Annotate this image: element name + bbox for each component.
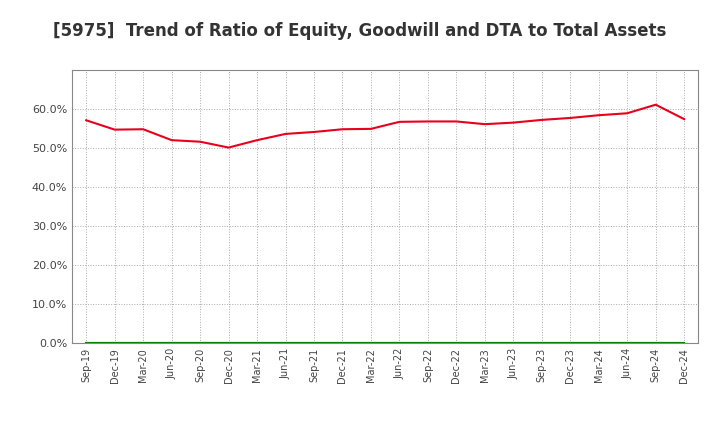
Equity [253, 138, 261, 143]
Goodwill [566, 341, 575, 346]
Deferred Tax Assets [680, 341, 688, 346]
Goodwill [139, 341, 148, 346]
Deferred Tax Assets [82, 341, 91, 346]
Goodwill [196, 341, 204, 346]
Equity [623, 110, 631, 116]
Equity [225, 145, 233, 150]
Goodwill [680, 341, 688, 346]
Deferred Tax Assets [537, 341, 546, 346]
Goodwill [452, 341, 461, 346]
Deferred Tax Assets [282, 341, 290, 346]
Deferred Tax Assets [566, 341, 575, 346]
Equity [537, 117, 546, 122]
Deferred Tax Assets [310, 341, 318, 346]
Equity [282, 131, 290, 136]
Deferred Tax Assets [480, 341, 489, 346]
Deferred Tax Assets [225, 341, 233, 346]
Equity [595, 113, 603, 118]
Deferred Tax Assets [338, 341, 347, 346]
Equity [310, 129, 318, 135]
Equity [338, 127, 347, 132]
Goodwill [652, 341, 660, 346]
Goodwill [395, 341, 404, 346]
Equity [82, 117, 91, 123]
Goodwill [623, 341, 631, 346]
Goodwill [82, 341, 91, 346]
Equity [423, 119, 432, 124]
Goodwill [253, 341, 261, 346]
Goodwill [338, 341, 347, 346]
Deferred Tax Assets [366, 341, 375, 346]
Deferred Tax Assets [253, 341, 261, 346]
Equity [509, 120, 518, 125]
Deferred Tax Assets [196, 341, 204, 346]
Goodwill [595, 341, 603, 346]
Equity [167, 138, 176, 143]
Equity [366, 126, 375, 132]
Text: [5975]  Trend of Ratio of Equity, Goodwill and DTA to Total Assets: [5975] Trend of Ratio of Equity, Goodwil… [53, 22, 667, 40]
Deferred Tax Assets [395, 341, 404, 346]
Goodwill [282, 341, 290, 346]
Goodwill [423, 341, 432, 346]
Deferred Tax Assets [509, 341, 518, 346]
Equity [480, 121, 489, 127]
Equity [196, 139, 204, 144]
Deferred Tax Assets [167, 341, 176, 346]
Deferred Tax Assets [623, 341, 631, 346]
Deferred Tax Assets [595, 341, 603, 346]
Line: Equity: Equity [86, 105, 684, 147]
Goodwill [310, 341, 318, 346]
Goodwill [509, 341, 518, 346]
Equity [652, 102, 660, 107]
Equity [110, 127, 119, 132]
Deferred Tax Assets [110, 341, 119, 346]
Deferred Tax Assets [139, 341, 148, 346]
Equity [395, 119, 404, 125]
Equity [139, 127, 148, 132]
Goodwill [366, 341, 375, 346]
Goodwill [110, 341, 119, 346]
Equity [452, 119, 461, 124]
Deferred Tax Assets [452, 341, 461, 346]
Deferred Tax Assets [652, 341, 660, 346]
Goodwill [537, 341, 546, 346]
Equity [566, 115, 575, 121]
Deferred Tax Assets [423, 341, 432, 346]
Goodwill [225, 341, 233, 346]
Equity [680, 117, 688, 122]
Goodwill [167, 341, 176, 346]
Goodwill [480, 341, 489, 346]
